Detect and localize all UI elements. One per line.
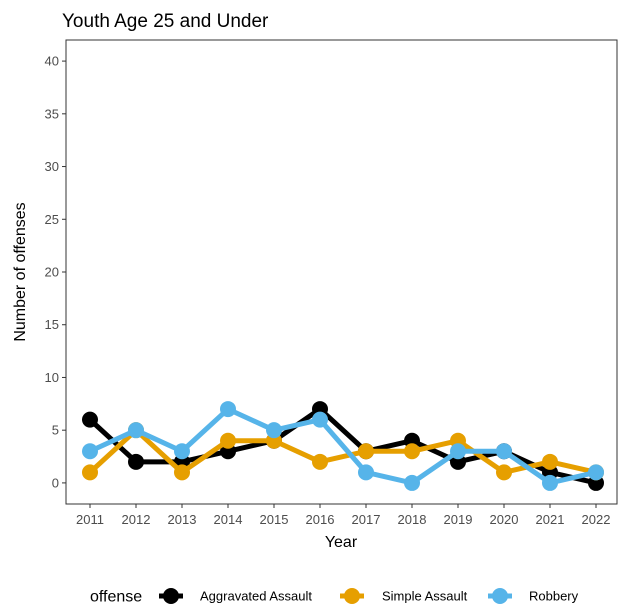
y-axis-label: Number of offenses <box>12 202 29 341</box>
data-point <box>312 411 328 428</box>
data-point <box>496 464 512 481</box>
y-tick-label: 25 <box>45 212 59 227</box>
chart-title: Youth Age 25 and Under <box>62 11 269 32</box>
y-tick-label: 20 <box>45 265 59 280</box>
data-point <box>266 422 282 439</box>
x-tick-label: 2020 <box>490 512 519 527</box>
x-tick-label: 2012 <box>122 512 151 527</box>
y-tick-label: 40 <box>45 54 59 69</box>
x-tick-label: 2017 <box>352 512 381 527</box>
legend-label: Robbery <box>529 589 579 604</box>
x-tick-label: 2018 <box>398 512 427 527</box>
data-point <box>128 453 144 470</box>
legend-title: offense <box>90 589 142 606</box>
legend-key-point <box>492 588 508 604</box>
data-point <box>82 411 98 428</box>
legend-label: Aggravated Assault <box>200 589 312 604</box>
data-point <box>358 443 374 460</box>
x-tick-label: 2021 <box>536 512 565 527</box>
legend-key-point <box>163 588 179 604</box>
data-point <box>220 432 236 449</box>
x-tick-label: 2014 <box>214 512 243 527</box>
data-point <box>404 443 420 460</box>
legend-label: Simple Assault <box>382 589 468 604</box>
legend: offense Aggravated Assault Simple Assault R… <box>90 588 579 606</box>
data-point <box>312 453 328 470</box>
y-tick-label: 5 <box>52 423 59 438</box>
y-tick-label: 10 <box>45 370 59 385</box>
data-point <box>496 443 512 460</box>
data-point <box>450 443 466 460</box>
data-point <box>82 464 98 481</box>
data-point <box>542 453 558 470</box>
y-tick-label: 0 <box>52 475 59 490</box>
data-point <box>220 401 236 418</box>
y-tick-label: 15 <box>45 317 59 332</box>
series-line-2 <box>88 406 597 486</box>
x-tick-label: 2011 <box>76 512 104 527</box>
y-tick-label: 30 <box>45 159 59 174</box>
x-tick-label: 2016 <box>306 512 335 527</box>
data-point <box>588 464 604 481</box>
data-point <box>358 464 374 481</box>
data-point <box>542 474 558 491</box>
x-axis-label: Year <box>325 534 358 551</box>
data-point <box>174 464 190 481</box>
x-tick-label: 2013 <box>168 512 197 527</box>
x-tick-label: 2019 <box>444 512 473 527</box>
y-tick-label: 35 <box>45 106 59 121</box>
x-tick-label: 2022 <box>582 512 611 527</box>
plot-area: 0 5 10 15 20 25 30 35 40 2011 2012 2013 2014 2015 2016… <box>45 39 618 527</box>
data-point <box>128 422 144 439</box>
series-line-1 <box>88 427 597 475</box>
legend-key-point <box>344 588 360 604</box>
x-tick-label: 2015 <box>260 512 289 527</box>
data-point <box>174 443 190 460</box>
data-point <box>82 443 98 460</box>
data-point <box>404 474 420 491</box>
